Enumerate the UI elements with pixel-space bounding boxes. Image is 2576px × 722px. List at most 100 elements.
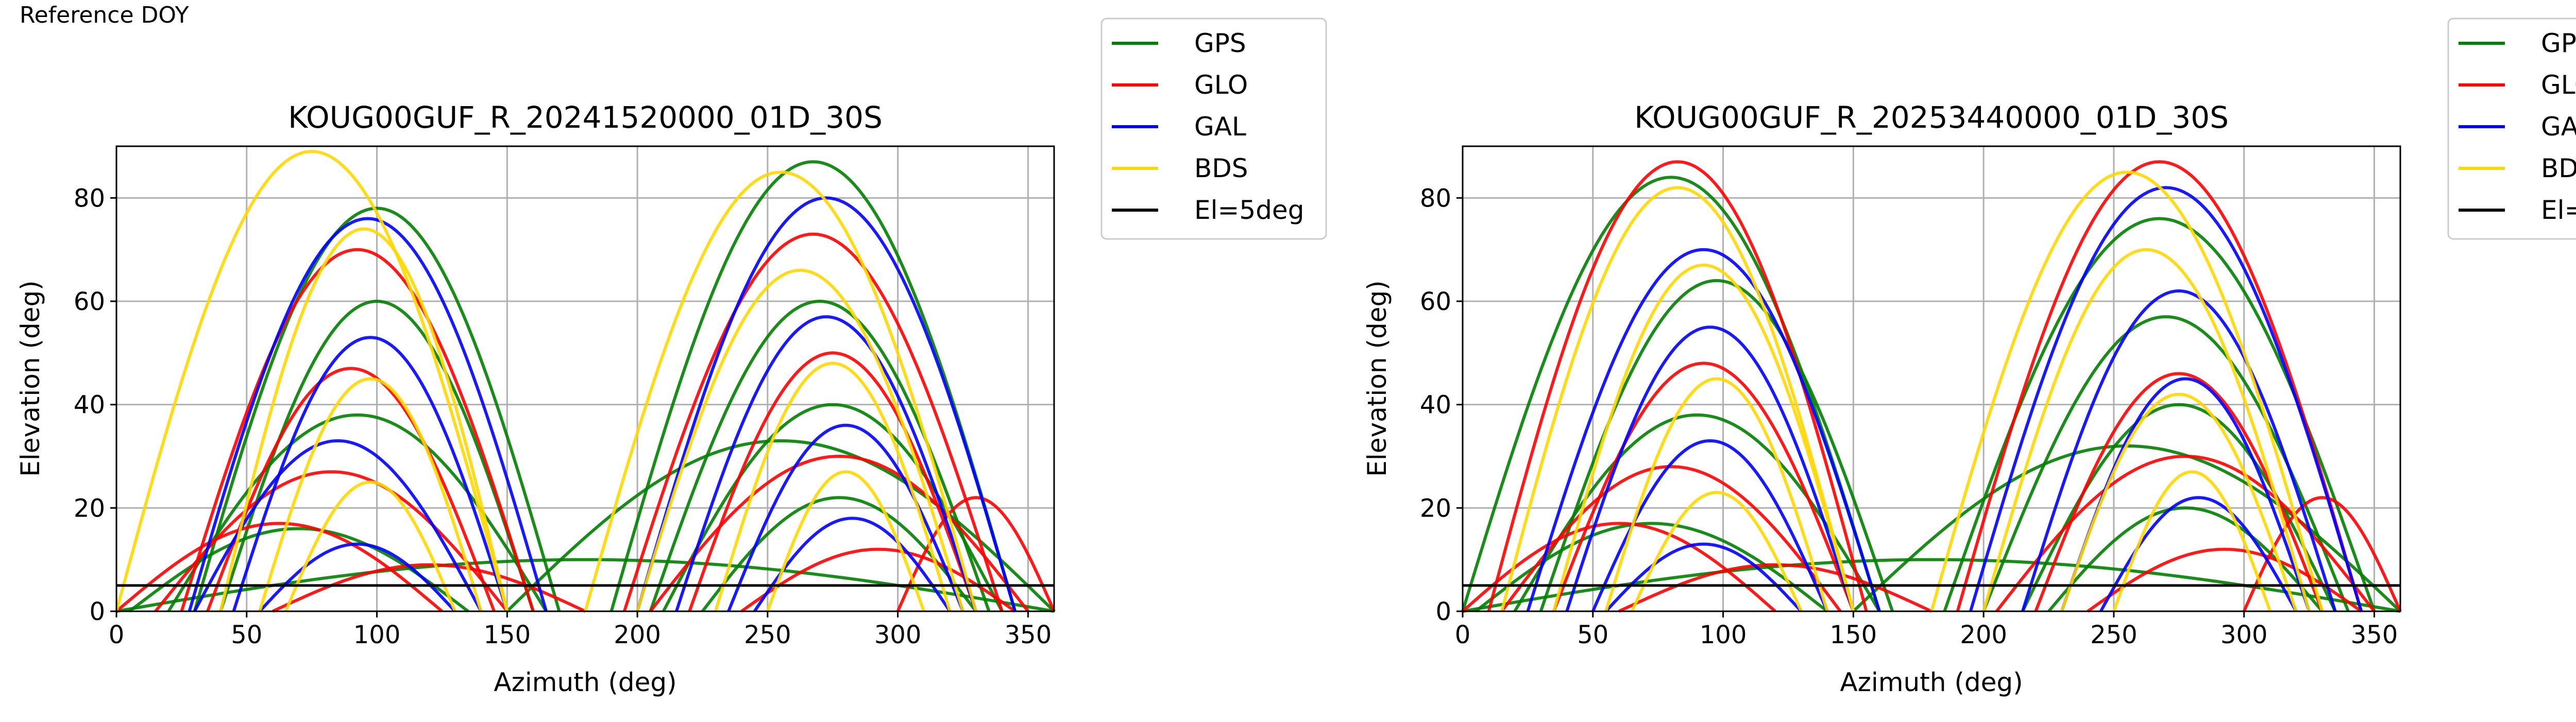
chart-2-gps-arc-8 <box>2047 506 2324 612</box>
chart-1-xtick-label: 150 <box>484 621 531 649</box>
chart-2-xtick-label: 350 <box>2351 621 2398 649</box>
chart-2: 0 50 100 150 200 250 300 350 0 20 40 60 80 KOUG00GUF… <box>1362 18 2576 697</box>
chart-1-glo-arc-10 <box>896 496 1056 612</box>
chart-2-xtick-label: 100 <box>1700 621 1747 649</box>
chart-2-glo-arc-9 <box>1618 563 1933 613</box>
chart-2-xtick-label: 150 <box>1830 621 1877 649</box>
chart-1-bds-arc-1 <box>115 149 509 612</box>
chart-2-ytick-label: 80 <box>1420 184 1451 213</box>
chart-1-bds-arc-8 <box>766 470 926 612</box>
chart-1-gps-arc-2 <box>219 299 535 612</box>
chart-1-bds-arc-2 <box>219 227 509 612</box>
chart-2-glo-arc-8 <box>2087 547 2362 613</box>
chart-2-plot-frame <box>1462 145 2401 612</box>
chart-1-ytick-label: 40 <box>74 391 105 420</box>
chart-1-glo-arc-8 <box>740 547 1016 613</box>
chart-2-glo-arc-10 <box>2242 496 2402 612</box>
chart-1-legend-el5deg-label: El=5deg <box>1194 195 1304 225</box>
chart-1-glo-arc-1 <box>180 248 535 612</box>
chart-1-legend-glo-label: GLO <box>1194 70 1248 100</box>
chart-1-xtick-label: 50 <box>231 621 262 649</box>
chart-1-bds-arc-4 <box>284 480 456 612</box>
chart-2-gal-arc-4 <box>1969 186 2363 612</box>
chart-1-bds-arc-3 <box>258 377 483 612</box>
chart-1-ytick-label: 80 <box>74 184 105 213</box>
chart-2-legend-bds-label: BDS <box>2541 153 2576 183</box>
chart-2-ytick-label: 20 <box>1420 494 1451 523</box>
chart-1-glo-arc-5 <box>622 232 1004 612</box>
chart-2-legend-gal-label: GAL <box>2541 112 2576 142</box>
chart-1-legend-gal-label: GAL <box>1194 112 1246 142</box>
chart-1-glo-arc-7 <box>649 454 1029 612</box>
chart-2-bds-arc-6 <box>1982 248 2311 612</box>
chart-1-legend-bds-label: BDS <box>1194 153 1248 183</box>
chart-1-xtick-label: 250 <box>744 621 791 649</box>
chart-2-legend-box <box>2447 18 2576 240</box>
chart-2-gps-arc-1 <box>1461 176 1881 612</box>
chart-1-bds-arc-7 <box>714 362 952 612</box>
chart-1-gal-arc-7 <box>753 517 952 612</box>
chart-1-glo-arc-2 <box>206 367 496 612</box>
chart-2-bds-arc-4 <box>1630 491 1803 612</box>
chart-2-xtick-label: 0 <box>1455 621 1471 649</box>
chart-2-xtick-label: 300 <box>2221 621 2268 649</box>
chart-1-bds-arc-5 <box>584 170 978 612</box>
chart-1-ylabel: Elevation (deg) <box>15 280 45 476</box>
chart-2-xlabel: Azimuth (deg) <box>1840 667 2023 697</box>
chart-2-gal-arc-5 <box>2021 289 2337 612</box>
chart-1-gps-arc-10 <box>506 439 1056 613</box>
chart-1-gal-arc-4 <box>636 196 1017 612</box>
chart-1-bds-arc-6 <box>636 268 964 612</box>
chart-1-arcs <box>115 149 1056 613</box>
chart-1-xtick-label: 300 <box>874 621 922 649</box>
chart-2-bds-arc-7 <box>2060 392 2298 612</box>
chart-1-glo-arc-9 <box>272 563 586 613</box>
chart-1-gps-arc-1 <box>193 207 561 612</box>
chart-1-ytick-label: 60 <box>74 287 105 316</box>
chart-1-gal-arc-5 <box>675 315 978 612</box>
chart-2-gal-arc-1 <box>1526 248 1881 612</box>
chart-2-ytick-label: 60 <box>1420 287 1451 316</box>
chart-1-gal-arc-1 <box>188 217 548 612</box>
chart-1-xtick-label: 200 <box>614 621 661 649</box>
chart-2-ylabel: Elevation (deg) <box>1362 280 1392 476</box>
chart-1-glo-arc-6 <box>688 351 978 612</box>
chart-2-ticks: 0 50 100 150 200 250 300 350 0 20 40 60 80 <box>1420 184 2398 649</box>
chart-2-legend-glo-label: GLO <box>2541 70 2576 100</box>
chart-1: 0 50 100 150 200 250 300 350 0 20 40 60 80 KOUG00GUF… <box>15 18 1327 697</box>
chart-1-gps-arc-5 <box>609 160 1017 612</box>
chart-1-xlabel: Azimuth (deg) <box>494 667 676 697</box>
chart-2-ytick-label: 0 <box>1435 597 1451 626</box>
chart-2-legend-el5deg-label: El=5deg <box>2541 195 2576 225</box>
chart-2-gal-arc-2 <box>1565 325 1855 612</box>
chart-1-xtick-label: 350 <box>1005 621 1052 649</box>
chart-1-ytick-label: 20 <box>74 494 105 523</box>
chart-2-gal-arc-7 <box>2099 496 2298 612</box>
chart-1-ticks: 0 50 100 150 200 250 300 350 0 20 40 60 80 <box>74 184 1052 649</box>
chart-2-gps-arc-2 <box>1539 279 1894 612</box>
chart-1-legend-gps-label: GPS <box>1194 28 1246 58</box>
chart-2-bds-arc-3 <box>1604 377 1829 612</box>
chart-1-gal-arc-8 <box>258 542 456 613</box>
chart-2-xtick-label: 200 <box>1960 621 2007 649</box>
chart-2-xtick-label: 250 <box>2090 621 2138 649</box>
chart-1-gps-arc-8 <box>701 496 977 612</box>
chart-2-glo-arc-2 <box>1552 362 1855 612</box>
chart-1-xtick-label: 100 <box>353 621 401 649</box>
chart-2-gps-arc-5 <box>1943 217 2376 612</box>
reference-doy-label: Reference DOY <box>20 2 189 28</box>
chart-1-legend-box <box>1100 18 1327 240</box>
chart-1-ytick-label: 0 <box>89 597 105 626</box>
chart-2-bds-arc-8 <box>2112 470 2272 612</box>
chart-1-plot-frame <box>115 145 1055 612</box>
chart-2-arcs <box>1461 160 2402 613</box>
chart-2-title: KOUG00GUF_R_20253440000_01D_30S <box>1634 100 2229 135</box>
chart-2-legend: GPS GLO GAL BDS El=5deg <box>2447 18 2576 240</box>
chart-2-glo-arc-5 <box>1956 160 2363 612</box>
chart-1-title: KOUG00GUF_R_20241520000_01D_30S <box>288 100 883 135</box>
chart-1-xtick-label: 0 <box>109 621 125 649</box>
chart-2-ytick-label: 40 <box>1420 391 1451 420</box>
chart-2-gps-arc-3 <box>1513 413 1881 612</box>
chart-1-legend: GPS GLO GAL BDS El=5deg <box>1100 18 1327 240</box>
